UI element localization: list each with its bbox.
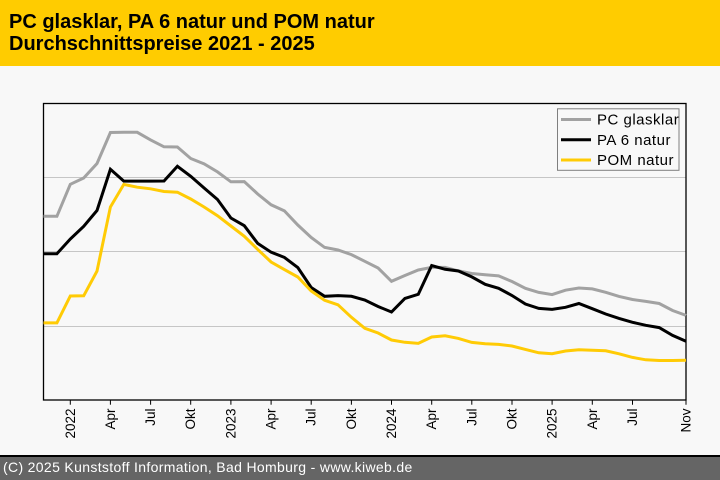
svg-text:Apr: Apr xyxy=(585,408,600,430)
svg-text:Okt: Okt xyxy=(344,408,359,429)
svg-text:Nov: Nov xyxy=(679,408,694,432)
svg-text:Jul: Jul xyxy=(464,409,479,426)
svg-text:Jul: Jul xyxy=(625,409,640,426)
svg-text:PC glasklar: PC glasklar xyxy=(597,112,679,129)
svg-text:2024: 2024 xyxy=(384,408,399,439)
svg-text:Apr: Apr xyxy=(264,408,279,430)
svg-text:Okt: Okt xyxy=(183,408,198,429)
svg-text:Jul: Jul xyxy=(304,409,319,426)
svg-text:PA 6 natur: PA 6 natur xyxy=(597,132,671,149)
svg-text:Apr: Apr xyxy=(103,408,118,430)
svg-text:Apr: Apr xyxy=(424,408,439,430)
svg-text:POM natur: POM natur xyxy=(597,152,674,169)
svg-text:Jul: Jul xyxy=(143,409,158,426)
svg-text:2022: 2022 xyxy=(63,409,78,439)
svg-text:2023: 2023 xyxy=(223,409,238,439)
svg-text:Okt: Okt xyxy=(505,408,520,429)
svg-text:2025: 2025 xyxy=(545,409,560,439)
